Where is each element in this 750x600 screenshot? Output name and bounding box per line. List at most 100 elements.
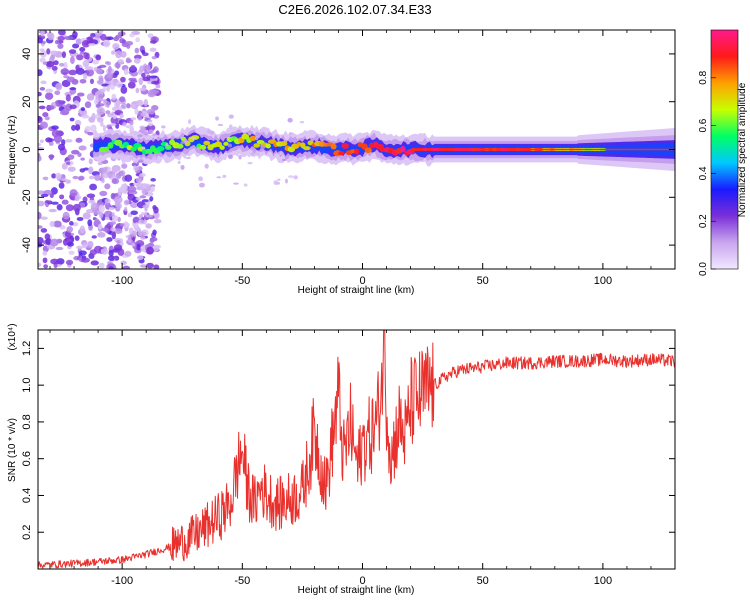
ridge-peak	[219, 145, 225, 150]
noise-blob	[40, 228, 48, 233]
noise-blob	[50, 187, 58, 195]
noise-blob	[78, 145, 87, 151]
noise-blob	[38, 236, 44, 244]
noise-blob	[111, 111, 115, 117]
noise-blob	[58, 182, 65, 189]
noise-blob	[81, 39, 91, 48]
noise-blob	[259, 129, 264, 134]
noise-blob	[140, 236, 146, 240]
noise-blob	[142, 76, 150, 82]
noise-blob	[104, 210, 113, 218]
colorbar-tick-label: 0.2	[698, 214, 709, 228]
noise-blob	[78, 250, 87, 256]
noise-blob	[107, 113, 113, 118]
noise-blob	[138, 159, 144, 163]
noise-blob	[42, 176, 49, 181]
noise-blob	[108, 249, 114, 257]
noise-blob	[180, 164, 185, 170]
colorbar-label: Normalized spectral amplitude	[737, 82, 748, 217]
noise-blob	[119, 223, 125, 227]
noise-blob	[65, 259, 74, 266]
snr-y-axis: 0.2 0.4 0.6 0.8 1.0 1.2	[21, 341, 675, 540]
noise-blob	[299, 120, 305, 124]
noise-blob	[110, 192, 116, 200]
noise-blob	[99, 33, 107, 41]
noise-blob	[38, 69, 43, 77]
noise-blob	[103, 39, 111, 48]
noise-blob	[44, 92, 54, 100]
noise-blob	[151, 105, 159, 111]
noise-blob	[98, 210, 104, 219]
noise-blob	[139, 173, 146, 177]
noise-blob	[138, 77, 144, 86]
noise-blob	[38, 154, 42, 162]
x-tick-label: 0	[359, 575, 365, 587]
noise-blob	[107, 65, 112, 73]
ridge-peak	[114, 139, 123, 146]
noise-blob	[138, 214, 144, 219]
noise-blob	[61, 178, 68, 182]
noise-blob	[142, 189, 148, 194]
noise-blob	[115, 122, 120, 129]
noise-blob	[59, 62, 65, 67]
noise-blob	[134, 108, 139, 115]
y-tick-label: 1.0	[21, 378, 33, 393]
x-tick-label: -100	[111, 275, 133, 287]
noise-blob	[72, 43, 80, 49]
noise-blob	[123, 68, 129, 75]
noise-blob	[133, 130, 138, 135]
noise-blob	[137, 219, 145, 225]
noise-blob	[46, 105, 55, 111]
colorbar-tick-label: 0.0	[698, 262, 709, 276]
noise-blob	[81, 114, 90, 119]
ridge-peak	[302, 146, 311, 151]
noise-blob	[42, 250, 48, 256]
noise-blob	[150, 185, 155, 192]
noise-blob	[48, 208, 57, 213]
noise-blob	[250, 152, 255, 157]
noise-blob	[135, 196, 142, 201]
noise-blob	[273, 180, 279, 186]
noise-blob	[42, 112, 49, 118]
spectrogram-y-label: Frequency (Hz)	[7, 116, 18, 185]
noise-blob	[38, 142, 42, 147]
noise-blob	[110, 227, 117, 232]
noise-blob	[57, 36, 65, 42]
noise-blob	[102, 124, 106, 132]
noise-blob	[69, 87, 77, 91]
noise-blob	[100, 248, 109, 255]
noise-blob	[97, 79, 104, 86]
noise-blob	[102, 87, 107, 92]
noise-blob	[148, 75, 158, 79]
noise-blob	[144, 207, 148, 212]
noise-blob	[148, 129, 154, 134]
noise-blob	[145, 214, 153, 218]
noise-blob	[126, 103, 131, 109]
noise-blob	[111, 93, 117, 101]
noise-blob	[89, 78, 95, 85]
noise-blob	[135, 37, 140, 43]
noise-blob	[68, 69, 78, 76]
noise-blob	[183, 139, 189, 145]
noise-blob	[93, 32, 103, 37]
noise-blob	[39, 121, 49, 129]
noise-blob	[124, 174, 133, 182]
noise-blob	[151, 55, 157, 60]
ridge-peak	[249, 135, 257, 142]
noise-blob	[98, 204, 105, 213]
noise-blob	[84, 101, 92, 109]
noise-blob	[98, 75, 104, 81]
noise-blob	[74, 235, 80, 241]
noise-blob	[82, 72, 88, 80]
noise-blob	[62, 211, 70, 220]
noise-blob	[80, 107, 86, 112]
noise-blob	[277, 178, 281, 181]
noise-blob	[155, 84, 161, 89]
noise-blob	[82, 242, 88, 249]
noise-blob	[38, 262, 42, 268]
x-tick-label: -50	[234, 575, 250, 587]
noise-blob	[76, 245, 83, 250]
noise-blob	[111, 178, 120, 185]
noise-blob	[165, 142, 169, 147]
